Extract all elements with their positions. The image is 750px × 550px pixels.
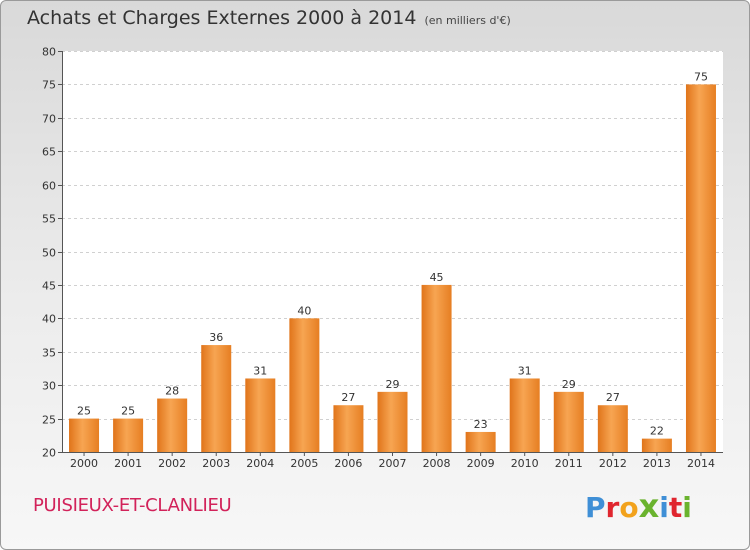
logo-letter: i [682, 491, 692, 524]
x-tick-label: 2002 [158, 457, 186, 470]
bars-group [69, 84, 716, 453]
data-label: 45 [430, 271, 444, 284]
bar [289, 318, 320, 452]
y-tick-label: 50 [42, 247, 56, 260]
bar [201, 345, 232, 452]
data-label: 31 [253, 364, 267, 377]
value-labels: 25 25 28 36 31 40 27 29 45 23 31 29 27 22 75 [77, 70, 708, 437]
grid-lines [62, 51, 723, 453]
logo-letter: x [638, 487, 660, 525]
bar [377, 391, 408, 452]
data-label: 36 [209, 331, 223, 344]
x-tick-label: 2007 [379, 457, 407, 470]
logo-letter: o [619, 491, 639, 524]
x-tick-label: 2006 [334, 457, 362, 470]
bar [113, 418, 144, 452]
data-label: 40 [297, 304, 311, 317]
unit-label: (en milliers d'€) [424, 14, 511, 27]
bar [553, 391, 584, 452]
data-label: 22 [650, 425, 664, 438]
logo-letter: t [668, 491, 683, 524]
bar [685, 84, 716, 453]
bar [333, 405, 364, 452]
data-label: 25 [77, 405, 91, 418]
logo-letter: r [605, 491, 620, 524]
y-tick-label: 70 [42, 113, 56, 126]
bar [157, 398, 188, 452]
title-text: Achats et Charges Externes 2000 à 2014 [27, 7, 417, 29]
y-tick-label: 35 [42, 347, 56, 360]
bar [421, 284, 452, 452]
x-tick-label: 2008 [423, 457, 451, 470]
y-tick-label: 25 [42, 414, 56, 427]
x-axis: 2000 2001 2002 2003 2004 2005 2006 2007 2008 2009… [62, 452, 723, 470]
x-tick-label: 2001 [114, 457, 142, 470]
y-tick-label: 30 [42, 380, 56, 393]
logo-letter: P [585, 491, 606, 524]
data-label: 75 [694, 70, 708, 83]
data-label: 31 [518, 364, 532, 377]
bar [465, 431, 496, 452]
x-tick-label: 2012 [599, 457, 627, 470]
y-tick-label: 45 [42, 280, 56, 293]
x-tick-label: 2014 [687, 457, 715, 470]
y-axis: 20 25 30 35 40 45 50 55 60 65 70 75 80 [42, 46, 63, 460]
x-tick-label: 2013 [643, 457, 671, 470]
data-label: 28 [165, 385, 179, 398]
x-tick-label: 2011 [555, 457, 583, 470]
y-tick-label: 60 [42, 180, 56, 193]
y-tick-label: 65 [42, 146, 56, 159]
x-tick-label: 2000 [70, 457, 98, 470]
x-tick-label: 2004 [246, 457, 274, 470]
y-tick-label: 80 [42, 46, 56, 59]
data-label: 29 [562, 378, 576, 391]
bar [641, 438, 672, 452]
y-tick-label: 75 [42, 79, 56, 92]
chart-title: Achats et Charges Externes 2000 à 2014 (e… [27, 7, 511, 29]
data-label: 29 [386, 378, 400, 391]
x-tick-label: 2003 [202, 457, 230, 470]
logo-letter: i [659, 491, 669, 524]
y-tick-label: 55 [42, 213, 56, 226]
data-label: 27 [606, 391, 620, 404]
x-tick-label: 2005 [290, 457, 318, 470]
x-tick-label: 2009 [467, 457, 495, 470]
bar [597, 405, 628, 452]
bar [69, 418, 100, 452]
x-tick-label: 2010 [511, 457, 539, 470]
commune-name: PUISIEUX-ET-CLANLIEU [33, 495, 232, 516]
data-label: 27 [341, 391, 355, 404]
data-label: 25 [121, 405, 135, 418]
y-tick-label: 40 [42, 313, 56, 326]
bar [509, 378, 540, 452]
bar [245, 378, 276, 452]
data-label: 23 [474, 418, 488, 431]
proxiti-logo[interactable]: Proxiti [585, 487, 692, 525]
y-tick-label: 20 [42, 447, 56, 460]
